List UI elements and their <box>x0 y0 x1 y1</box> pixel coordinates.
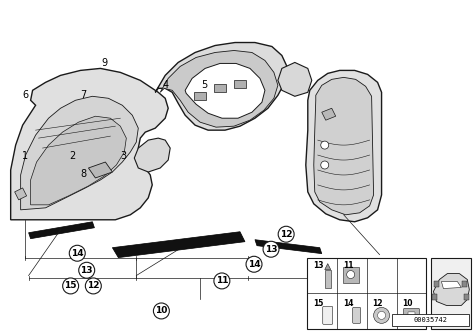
Bar <box>194 92 206 100</box>
Circle shape <box>321 141 329 149</box>
Polygon shape <box>325 264 331 270</box>
Bar <box>214 84 226 92</box>
Text: 11: 11 <box>343 261 353 270</box>
Text: 14: 14 <box>248 260 260 269</box>
Polygon shape <box>28 222 94 239</box>
Polygon shape <box>441 281 461 288</box>
Text: 14: 14 <box>71 249 83 258</box>
Text: 11: 11 <box>216 276 228 285</box>
Bar <box>234 80 246 88</box>
Text: 12: 12 <box>280 230 292 239</box>
Text: 15: 15 <box>313 299 323 308</box>
Text: 6: 6 <box>22 90 28 100</box>
Circle shape <box>378 312 385 319</box>
Polygon shape <box>314 77 374 215</box>
Polygon shape <box>433 274 469 306</box>
Text: 13: 13 <box>313 261 323 270</box>
Polygon shape <box>255 240 322 254</box>
Circle shape <box>154 303 169 319</box>
Text: 12: 12 <box>87 281 100 290</box>
Circle shape <box>374 308 390 323</box>
Polygon shape <box>134 138 170 172</box>
Circle shape <box>69 245 85 261</box>
Text: 7: 7 <box>80 90 87 100</box>
Bar <box>392 314 469 326</box>
Bar <box>462 280 467 286</box>
Circle shape <box>278 226 294 242</box>
Bar <box>465 294 469 300</box>
Text: 13: 13 <box>81 266 93 275</box>
Text: 5: 5 <box>201 80 207 90</box>
Circle shape <box>85 278 101 294</box>
Polygon shape <box>21 96 138 210</box>
Text: 2: 2 <box>69 151 76 161</box>
Circle shape <box>346 271 355 278</box>
Text: 8: 8 <box>80 169 86 179</box>
Polygon shape <box>322 108 336 120</box>
FancyBboxPatch shape <box>408 312 415 319</box>
Circle shape <box>321 161 329 169</box>
Text: 3: 3 <box>120 151 127 161</box>
FancyBboxPatch shape <box>353 308 361 323</box>
Circle shape <box>263 241 279 257</box>
Polygon shape <box>185 63 265 118</box>
Polygon shape <box>112 232 245 258</box>
Polygon shape <box>160 51 278 127</box>
FancyBboxPatch shape <box>403 309 419 322</box>
FancyBboxPatch shape <box>323 307 333 324</box>
FancyBboxPatch shape <box>343 267 359 282</box>
Bar <box>432 294 438 300</box>
Text: 14: 14 <box>343 299 353 308</box>
Text: 4: 4 <box>163 80 169 90</box>
Text: 9: 9 <box>101 58 108 68</box>
Circle shape <box>63 278 79 294</box>
Text: 13: 13 <box>265 245 277 254</box>
Polygon shape <box>15 188 27 200</box>
Bar <box>431 258 471 329</box>
Text: 1: 1 <box>22 151 28 161</box>
Text: 12: 12 <box>373 299 383 308</box>
Text: 00035742: 00035742 <box>413 317 447 323</box>
Circle shape <box>246 256 262 272</box>
Polygon shape <box>306 70 382 222</box>
Polygon shape <box>89 162 112 178</box>
Bar <box>325 270 331 287</box>
Polygon shape <box>155 43 288 130</box>
Polygon shape <box>31 116 127 205</box>
Text: 10: 10 <box>402 299 413 308</box>
Bar <box>434 280 439 286</box>
Bar <box>307 258 427 329</box>
Text: 15: 15 <box>64 281 77 290</box>
Circle shape <box>214 273 230 289</box>
Polygon shape <box>11 68 168 220</box>
Polygon shape <box>278 62 312 96</box>
Circle shape <box>79 262 95 278</box>
Text: 10: 10 <box>155 307 168 316</box>
